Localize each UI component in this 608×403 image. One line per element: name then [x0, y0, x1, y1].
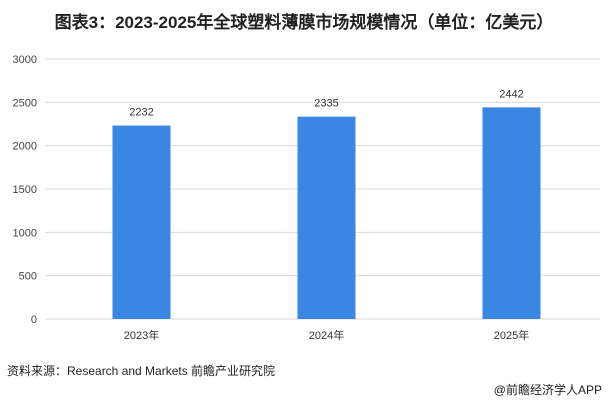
y-tick-label: 0: [31, 314, 37, 326]
y-tick-label: 1000: [13, 227, 37, 239]
x-tick-label: 2023年: [124, 328, 159, 342]
x-tick-label: 2024年: [309, 328, 344, 342]
credit-note: @前瞻经济学人APP: [493, 383, 602, 397]
bar: [112, 125, 171, 319]
x-tick-label: 2025年: [494, 328, 529, 342]
bar: [482, 107, 541, 319]
data-label: 2442: [499, 88, 523, 100]
y-tick-label: 3000: [13, 54, 37, 66]
y-tick-label: 2000: [13, 141, 37, 153]
source-note: 资料来源：Research and Markets 前瞻产业研究院: [7, 364, 276, 378]
y-tick-label: 1500: [13, 184, 37, 196]
y-tick-label: 500: [19, 271, 37, 283]
chart-title: 图表3：2023-2025年全球塑料薄膜市场规模情况（单位：亿美元）: [54, 13, 554, 32]
y-tick-label: 2500: [13, 97, 37, 109]
data-label: 2335: [314, 98, 338, 110]
bar: [297, 116, 356, 319]
data-label: 2232: [129, 107, 153, 119]
